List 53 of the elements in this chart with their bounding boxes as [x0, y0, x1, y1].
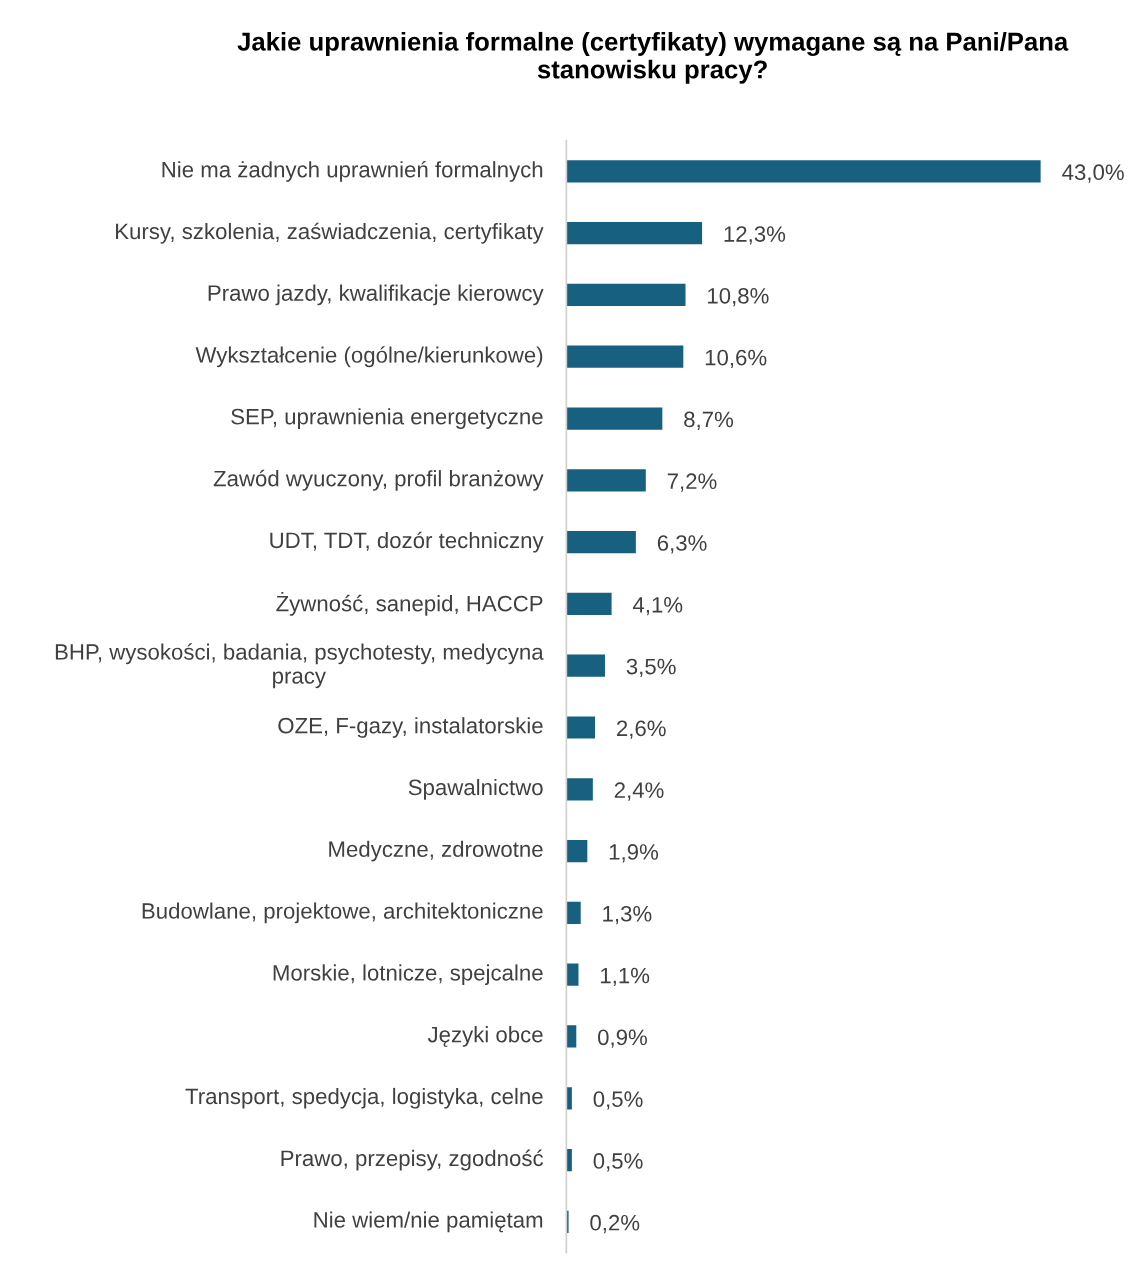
data-label: 4,1%	[632, 597, 683, 616]
data-label: 43,0%	[1062, 164, 1124, 183]
y-tick-label: Medyczne, zdrowotne	[329, 840, 543, 862]
y-tick-label: Prawo, przepisy, zgodność	[281, 1149, 544, 1171]
bar	[566, 778, 593, 801]
data-label: 1,3%	[603, 905, 652, 925]
y-tick-label: Kursy, szkolenia, zaświadczenia, certyfikaty	[116, 222, 544, 244]
y-tick-label: Zawód wyuczony, profil branżowy	[213, 469, 544, 491]
bar	[566, 839, 588, 863]
bar	[566, 160, 1041, 183]
y-tick-label: OZE, F-gazy, instalatorskie	[278, 717, 543, 738]
bar	[566, 469, 646, 492]
y-tick-label: SEP, uprawnienia energetyczne	[231, 408, 543, 429]
data-label: 0,5%	[593, 1153, 643, 1172]
bar	[566, 1025, 577, 1048]
data-label: 2,4%	[614, 782, 664, 801]
data-label: 0,2%	[590, 1214, 640, 1234]
y-tick-label: BHP, wysokości, badania, psychotesty, medycyna pracy	[55, 643, 544, 689]
y-tick-label: Transport, spedycja, logistyka, celne	[185, 1087, 543, 1109]
y-tick-label: Nie wiem/nie pamiętam	[314, 1211, 543, 1233]
y-tick-label: Wykształcenie (ogólne/kierunkowe)	[195, 346, 543, 368]
data-label: 2,6%	[617, 720, 666, 739]
data-label: 10,6%	[705, 349, 767, 369]
bar	[566, 1210, 569, 1233]
y-tick-label: Morskie, lotnicze, spejcalne	[273, 964, 543, 986]
y-tick-label: UDT, TDT, dozór techniczny	[270, 531, 544, 553]
y-tick-label: Żywność, sanepid, HACCP	[276, 592, 543, 616]
bar	[566, 901, 581, 924]
y-tick-label: Nie ma żadnych uprawnień formalnych	[162, 160, 543, 182]
data-label: 8,7%	[684, 411, 734, 430]
chart-title: Jakie uprawnienia formalne (certyfikaty) wymagane są na Pani/Pana stanowisku pracy?	[237, 31, 1069, 84]
data-label: 3,5%	[626, 658, 676, 678]
y-tick-label: Prawo jazdy, kwalifikacje kierowcy	[208, 284, 544, 306]
data-label: 1,1%	[601, 967, 650, 987]
bar	[566, 222, 703, 245]
bar	[566, 407, 663, 430]
data-label: 0,5%	[593, 1091, 643, 1110]
bar	[566, 531, 636, 554]
data-label: 1,9%	[609, 844, 659, 863]
data-label: 10,8%	[708, 287, 769, 307]
bar	[566, 592, 612, 616]
data-label: 12,3%	[724, 226, 786, 245]
bar	[566, 963, 579, 986]
bar	[566, 654, 605, 677]
bar	[566, 283, 686, 307]
y-tick-label: Języki obce	[427, 1026, 543, 1047]
bar	[566, 345, 684, 368]
data-label: 6,3%	[657, 535, 707, 554]
y-tick-label: Spawalnictwo	[408, 778, 543, 800]
y-tick-label: Budowlane, projektowe, architektoniczne	[142, 902, 543, 924]
bar	[566, 716, 596, 739]
data-label: 0,9%	[598, 1029, 647, 1048]
data-label: 7,2%	[667, 473, 717, 492]
